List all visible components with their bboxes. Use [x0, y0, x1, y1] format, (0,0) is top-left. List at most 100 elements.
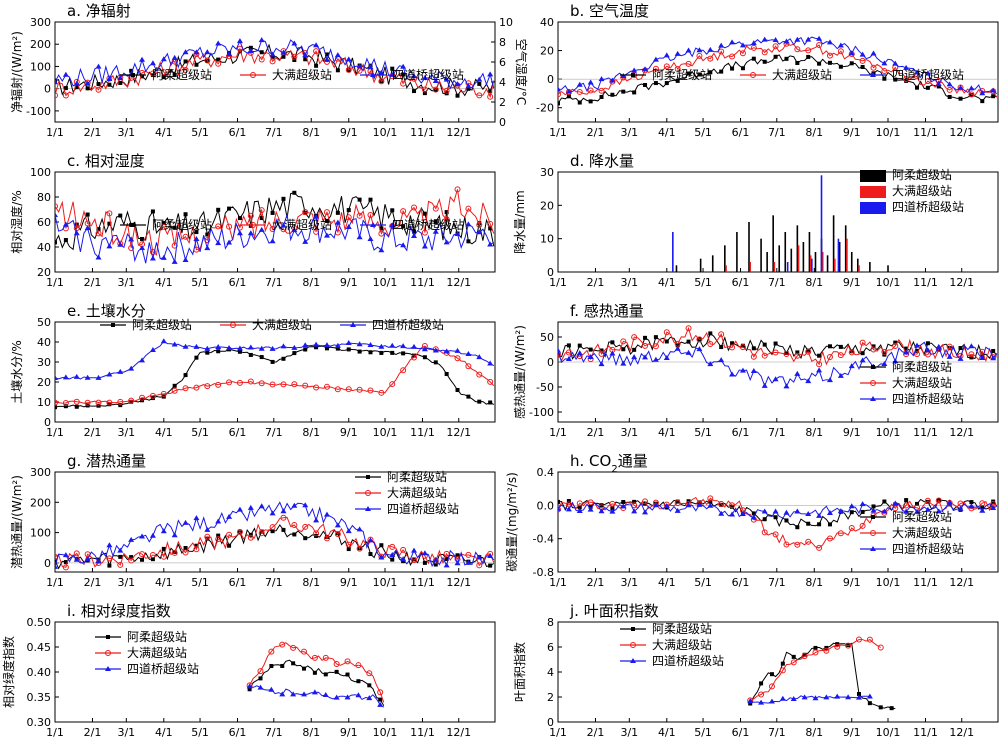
series-marker	[160, 390, 167, 397]
series-marker	[805, 36, 812, 42]
series-marker	[291, 522, 298, 529]
series-marker	[323, 209, 330, 216]
series-marker	[935, 497, 942, 504]
x-tick-label: 1/1	[549, 276, 567, 289]
series-marker	[204, 49, 211, 55]
y-tick-label: 30	[37, 356, 51, 369]
series-marker	[784, 350, 789, 355]
series-marker	[444, 371, 449, 376]
panel-d: d. 降水量 1/1 2/1 3/1 4/1 5/1 6/1 7/1 8/1 9/1 10/1 11/…	[513, 152, 999, 289]
y-tick-label: 300	[30, 16, 51, 29]
series-marker	[62, 374, 69, 380]
series-marker	[95, 558, 102, 564]
series-marker	[355, 662, 362, 669]
series-marker	[968, 91, 975, 98]
series-marker	[313, 213, 320, 219]
series-marker	[193, 384, 200, 391]
precip-bar	[790, 248, 793, 272]
series-marker	[855, 694, 862, 700]
series-marker	[990, 505, 997, 511]
series-marker	[914, 69, 921, 75]
legend-label: 阿柔超级站	[132, 317, 192, 332]
series-marker	[558, 351, 561, 358]
series-marker	[609, 508, 616, 514]
series-marker	[334, 531, 341, 538]
series-marker	[729, 502, 736, 509]
series-marker	[226, 379, 233, 386]
x-tick-label: 5/1	[694, 726, 712, 739]
series-marker	[356, 212, 363, 219]
y-tick-label: 8	[547, 616, 554, 629]
series-marker	[303, 57, 308, 62]
series-marker	[780, 661, 785, 666]
x-tick-label: 8/1	[302, 576, 320, 589]
series-marker	[443, 76, 450, 82]
series-marker	[632, 90, 637, 95]
series-marker	[432, 228, 439, 234]
series-marker	[422, 211, 427, 216]
y-tick-label: -0.4	[533, 533, 554, 546]
series-marker	[476, 562, 483, 569]
legend-label: 大满超级站	[272, 217, 332, 232]
series-line	[249, 642, 385, 703]
series-marker	[794, 46, 801, 53]
y-tick-label: 40	[540, 16, 554, 29]
series-marker	[903, 76, 910, 83]
series-marker	[302, 502, 309, 508]
series-marker	[400, 343, 407, 349]
series-marker	[784, 56, 789, 61]
series-marker	[258, 37, 265, 43]
legend-marker	[365, 490, 371, 496]
series-marker	[652, 356, 659, 362]
series-marker	[400, 367, 407, 374]
y-tick-label: 0.30	[27, 716, 52, 729]
series-marker	[292, 57, 297, 62]
series-marker	[432, 86, 439, 93]
series-marker	[333, 694, 340, 700]
series-marker	[806, 348, 811, 353]
series-marker	[400, 208, 407, 215]
series-marker	[454, 560, 461, 566]
series-marker	[171, 54, 178, 60]
series-marker	[324, 218, 329, 223]
series-marker	[826, 52, 833, 59]
series-marker	[834, 693, 841, 699]
series-marker	[334, 669, 339, 674]
x-tick-label: 8/1	[302, 726, 320, 739]
series-marker	[379, 350, 384, 355]
series-marker	[247, 687, 252, 692]
series-marker	[55, 375, 58, 381]
series-marker	[685, 60, 692, 67]
series-marker	[333, 660, 340, 667]
x-tick-label: 9/1	[340, 276, 358, 289]
series-marker	[411, 557, 418, 564]
series-marker	[269, 524, 276, 531]
panel-title: i. 相对绿度指数	[67, 602, 171, 620]
legend-label: 阿柔超级站	[892, 509, 952, 524]
series-marker	[280, 663, 285, 668]
series-marker	[643, 82, 648, 87]
series-marker	[55, 399, 58, 406]
precip-bar	[749, 262, 751, 272]
series-marker	[378, 69, 385, 75]
series-marker	[215, 223, 222, 230]
series-marker	[675, 78, 680, 83]
panel-title: b. 空气温度	[570, 2, 649, 20]
series-marker	[280, 381, 287, 388]
legend-marker	[870, 546, 876, 551]
series-marker	[323, 56, 330, 62]
series-marker	[674, 50, 681, 56]
precip-bar	[811, 258, 813, 272]
series-marker	[421, 243, 428, 249]
series-marker	[422, 560, 427, 565]
series-marker	[400, 546, 407, 553]
series-marker	[237, 349, 242, 354]
series-marker	[291, 227, 298, 233]
series-marker	[258, 56, 265, 63]
series-marker	[768, 683, 775, 690]
precip-bar	[844, 225, 847, 272]
precip-bar	[834, 258, 836, 272]
series-marker	[881, 68, 888, 75]
series-marker	[160, 338, 167, 344]
series-marker	[454, 186, 461, 193]
